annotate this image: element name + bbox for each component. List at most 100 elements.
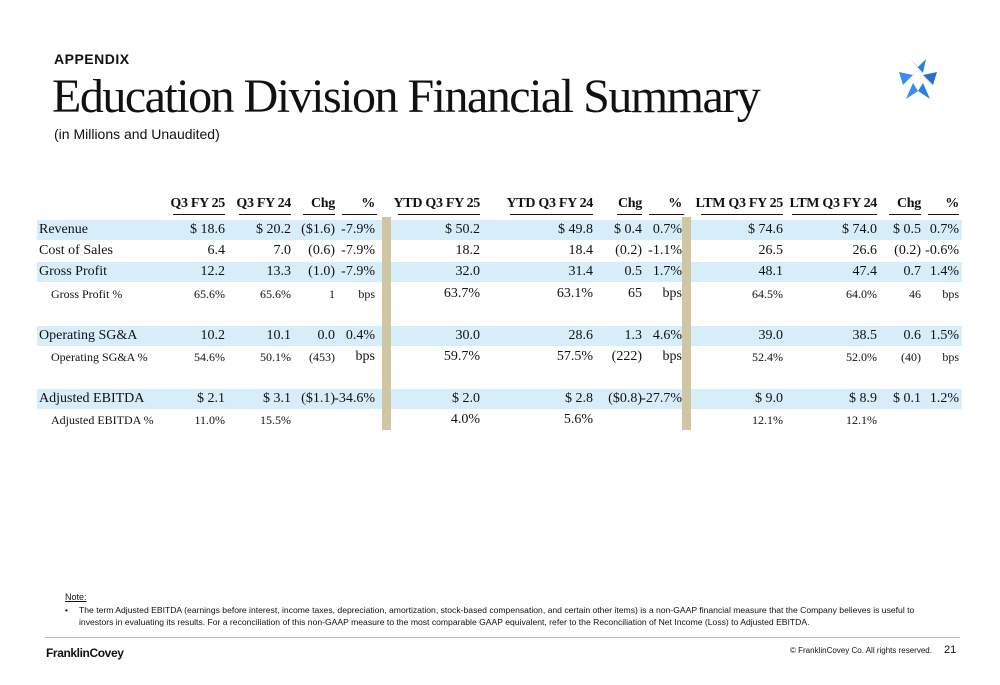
table-cell: 10.1 xyxy=(266,328,292,343)
table-cell: 12.1% xyxy=(752,413,783,427)
table-cell: 30.0 xyxy=(455,328,481,343)
table-row: Operating SG&A 10.2 10.1 0.0 0.4% 30.0 28.6 1.3… xyxy=(37,326,962,346)
column-header: % xyxy=(668,196,682,211)
table-row: Cost of Sales 6.4 7.0 (0.6) -7.9% 18.2 18.4 (0.… xyxy=(37,241,962,261)
table-cell: 0.5 xyxy=(624,264,643,279)
table-cell: bps xyxy=(355,349,375,364)
table-cell: $ 3.1 xyxy=(263,391,291,406)
column-header-underline xyxy=(303,214,335,215)
table-cell: 1.2% xyxy=(929,391,959,406)
table-cell: 50.1% xyxy=(260,350,291,364)
column-group-separator xyxy=(382,217,391,430)
table-cell: 65.6% xyxy=(194,287,225,301)
row-label: Gross Profit xyxy=(39,264,108,279)
table-cell: bps xyxy=(358,287,375,301)
table-cell: 5.6% xyxy=(563,412,593,427)
table-cell: 46 xyxy=(909,287,921,301)
table-cell: 39.0 xyxy=(758,328,784,343)
table-cell: $ 0.5 xyxy=(893,222,921,237)
table-cell: $ 2.0 xyxy=(452,391,480,406)
table-cell: $ 9.0 xyxy=(755,391,783,406)
page-number: 21 xyxy=(944,644,957,656)
table-cell: bps xyxy=(662,286,682,301)
table-cell: bps xyxy=(662,349,682,364)
table-row: Gross Profit % 65.6% 65.6% 1 bps 63.7% 63.1% 65… xyxy=(37,284,962,304)
table-cell: -27.7% xyxy=(641,391,682,406)
column-header: Q3 FY 25 xyxy=(170,196,225,211)
column-header-underline xyxy=(173,214,225,215)
table-cell: 18.2 xyxy=(455,243,481,258)
table-cell: 64.0% xyxy=(846,287,877,301)
column-header-underline xyxy=(617,214,642,215)
column-header-underline xyxy=(342,214,377,215)
table-cell: bps xyxy=(942,287,959,301)
table-cell: 1.5% xyxy=(929,328,959,343)
row-label: Adjusted EBITDA % xyxy=(51,413,154,427)
column-header: YTD Q3 FY 24 xyxy=(506,196,594,211)
row-label: Gross Profit % xyxy=(51,287,123,301)
column-header: LTM Q3 FY 24 xyxy=(789,196,877,211)
note-bullet: • The term Adjusted EBITDA (earnings bef… xyxy=(65,604,915,628)
table-cell: 0.6 xyxy=(903,328,922,343)
note-heading: Note: xyxy=(65,592,87,602)
table-cell: -7.9% xyxy=(341,264,375,279)
column-header: LTM Q3 FY 25 xyxy=(695,196,783,211)
table-cell: 12.1% xyxy=(846,413,877,427)
table-cell: 1.4% xyxy=(929,264,959,279)
table-row: Operating SG&A % 54.6% 50.1% (453) bps 59.7% 5… xyxy=(37,347,962,367)
table-cell: 47.4 xyxy=(852,264,878,279)
column-header-underline xyxy=(792,214,877,215)
table-cell: 52.4% xyxy=(752,350,783,364)
table-cell: $ 8.9 xyxy=(849,391,877,406)
row-label: Cost of Sales xyxy=(39,243,113,258)
table-cell: 31.4 xyxy=(568,264,594,279)
table-cell: 57.5% xyxy=(556,349,593,364)
column-header: YTD Q3 FY 25 xyxy=(393,196,481,211)
table-cell: 12.2 xyxy=(200,264,226,279)
table-cell: 65.6% xyxy=(260,287,291,301)
column-header: Chg xyxy=(897,196,921,211)
table-cell: 59.7% xyxy=(443,349,480,364)
table-cell: 63.7% xyxy=(443,286,480,301)
table-cell: $ 50.2 xyxy=(445,222,480,237)
column-header: Chg xyxy=(311,196,335,211)
table-cell: 1 xyxy=(329,287,335,301)
table-cell: (0.2) xyxy=(615,243,642,258)
table-cell: 65 xyxy=(628,286,642,301)
brand-logo: FranklinCovey xyxy=(46,646,124,660)
table-cell: ($1.6) xyxy=(301,222,335,237)
table-cell: $ 74.0 xyxy=(842,222,877,237)
table-cell: (0.2) xyxy=(894,243,921,258)
table-cell: $ 2.1 xyxy=(197,391,225,406)
star-compass-icon xyxy=(899,59,937,99)
table-row: Revenue $ 18.6 $ 20.2 ($1.6) -7.9% $ 50.2 $ 49… xyxy=(37,220,962,240)
table-cell: (0.6) xyxy=(308,243,335,258)
row-label: Adjusted EBITDA xyxy=(39,391,145,406)
bullet-marker: • xyxy=(65,605,69,615)
table-cell: 4.0% xyxy=(450,412,480,427)
table-cell: 15.5% xyxy=(260,413,291,427)
column-header-underline xyxy=(889,214,921,215)
column-header: Q3 FY 24 xyxy=(236,196,291,211)
table-cell: (222) xyxy=(611,349,642,364)
section-eyebrow: APPENDIX xyxy=(54,51,130,67)
row-label: Revenue xyxy=(39,222,88,237)
table-cell: 13.3 xyxy=(266,264,292,279)
table-cell: -34.6% xyxy=(334,391,375,406)
table-cell: 28.6 xyxy=(568,328,594,343)
table-cell: -7.9% xyxy=(341,243,375,258)
page-title: Education Division Financial Summary xyxy=(52,70,761,123)
footer-divider xyxy=(45,637,960,638)
table-cell: 38.5 xyxy=(852,328,878,343)
table-cell: (1.0) xyxy=(308,264,335,279)
column-header-underline xyxy=(701,214,783,215)
column-header-underline xyxy=(510,214,593,215)
table-cell: 0.7% xyxy=(652,222,682,237)
table-cell: $ 49.8 xyxy=(558,222,593,237)
table-cell: ($0.8) xyxy=(608,391,642,406)
column-header: % xyxy=(945,196,959,211)
page-subtitle: (in Millions and Unaudited) xyxy=(54,126,220,142)
table-cell: 0.0 xyxy=(317,328,336,343)
table-cell: 54.6% xyxy=(194,350,225,364)
table-cell: $ 0.4 xyxy=(614,222,642,237)
